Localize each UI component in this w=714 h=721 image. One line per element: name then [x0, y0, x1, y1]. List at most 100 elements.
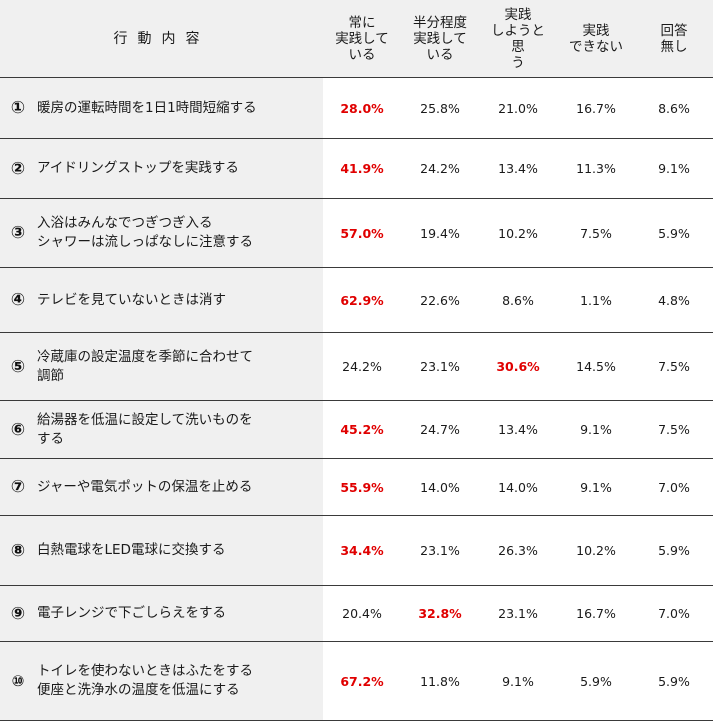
item-number: ⑤ — [10, 356, 26, 377]
action-text-line: する — [37, 430, 64, 447]
header-col-cannot-line: 実践 — [582, 22, 610, 39]
value-cell: 13.4% — [479, 138, 557, 199]
value-cell: 13.4% — [479, 400, 557, 459]
action-text-line: 便座と洗浄水の温度を低温にする — [37, 682, 240, 698]
header-col-noanswer-line: 無し — [660, 38, 688, 55]
header-col-half-line: いる — [426, 46, 454, 63]
value-cell: 67.2% — [323, 641, 401, 721]
action-cell: ⑦ ジャーや電気ポットの保温を止める — [0, 458, 323, 516]
value-cell: 45.2% — [323, 400, 401, 459]
action-text: 給湯器を低温に設定して洗いものを する — [37, 411, 253, 449]
table-row: ② アイドリングストップを実践する 41.9% 24.2% 13.4% 11.3% 9.1% — [0, 138, 713, 199]
value-cell: 19.4% — [401, 198, 479, 268]
value-cell: 7.5% — [557, 198, 635, 268]
action-cell: ① 暖房の運転時間を1日1時間短縮する — [0, 77, 323, 139]
header-col-cannot-line: できない — [569, 38, 623, 55]
value-cell: 16.7% — [557, 585, 635, 642]
value-cell: 34.4% — [323, 515, 401, 586]
value-cell: 5.9% — [635, 515, 713, 586]
value-cell: 62.9% — [323, 267, 401, 333]
header-col-half-line: 実践して — [413, 30, 467, 47]
header-col-noanswer: 回答 無し — [635, 0, 713, 78]
action-text-line: ジャーや電気ポットの保温を止める — [37, 478, 253, 495]
action-cell: ⑩ トイレを使わないときはふたをする 便座と洗浄水の温度を低温にする — [0, 641, 323, 721]
action-text: アイドリングストップを実践する — [37, 159, 239, 178]
value-cell: 14.5% — [557, 332, 635, 401]
item-number: ③ — [10, 223, 26, 243]
value-cell: 28.0% — [323, 77, 401, 139]
value-cell: 22.6% — [401, 267, 479, 333]
value-cell: 23.1% — [401, 332, 479, 401]
value-cell: 10.2% — [557, 515, 635, 586]
action-text: テレビを見ていないときは消す — [37, 291, 226, 310]
header-col-half-line: 半分程度 — [413, 14, 467, 31]
action-text: ジャーや電気ポットの保温を止める — [37, 478, 252, 497]
action-text-line: 調節 — [37, 367, 64, 384]
action-text-line: アイドリングストップを実践する — [37, 160, 239, 176]
value-cell: 5.9% — [635, 641, 713, 721]
item-number: ⑩ — [11, 672, 25, 690]
action-text: 入浴はみんなでつぎつぎ入るシャワーは流しっぱなしに注意する — [37, 214, 253, 252]
table-row: ⑩ トイレを使わないときはふたをする 便座と洗浄水の温度を低温にする 67.2% 11.… — [0, 641, 713, 721]
action-text: 白熱電球をLED電球に交換する — [37, 541, 225, 560]
value-cell: 14.0% — [401, 458, 479, 516]
action-text-line: 暖房の運転時間を1日1時間短縮する — [37, 99, 257, 116]
header-col-always: 常に 実践して いる — [323, 0, 401, 78]
value-cell: 9.1% — [635, 138, 713, 199]
header-col-always-line: 常に — [348, 14, 376, 31]
value-cell: 16.7% — [557, 77, 635, 139]
value-cell: 9.1% — [557, 400, 635, 459]
value-cell: 5.9% — [557, 641, 635, 721]
action-text: トイレを使わないときはふたをする 便座と洗浄水の温度を低温にする — [37, 662, 253, 700]
value-cell: 9.1% — [557, 458, 635, 516]
action-text: 電子レンジで下ごしらえをする — [37, 604, 226, 623]
action-text-line: トイレを使わないときはふたをする — [37, 663, 253, 679]
action-cell: ② アイドリングストップを実践する — [0, 138, 323, 199]
table-row: ⑦ ジャーや電気ポットの保温を止める 55.9% 14.0% 14.0% 9.1% 7.0% — [0, 458, 713, 516]
action-text-line: 入浴はみんなでつぎつぎ入る — [37, 215, 213, 231]
value-cell: 30.6% — [479, 332, 557, 401]
table-row: ③ 入浴はみんなでつぎつぎ入る シャワーは流しっぱなしに注意する 57.0% 19.4%… — [0, 198, 713, 268]
value-cell: 7.5% — [635, 400, 713, 459]
table-row: ⑨ 電子レンジで下ごしらえをする 20.4% 32.8% 23.1% 16.7% 7.0% — [0, 585, 713, 642]
item-number: ⑦ — [10, 477, 26, 497]
value-cell: 8.6% — [479, 267, 557, 333]
value-cell: 32.8% — [401, 585, 479, 642]
item-number: ① — [10, 98, 26, 118]
header-row: 行動内容 常に 実践して いる 半分程度 実践して いる 実践 しようと思 う … — [0, 0, 713, 78]
action-cell: ⑧ 白熱電球をLED電球に交換する — [0, 515, 323, 586]
value-cell: 7.0% — [635, 458, 713, 516]
item-number: ② — [10, 158, 26, 179]
header-action: 行動内容 — [0, 0, 323, 78]
header-col-intend-line: しようと思 — [491, 22, 545, 55]
value-cell: 14.0% — [479, 458, 557, 516]
header-col-intend-line: 実践 — [504, 6, 532, 23]
value-cell: 21.0% — [479, 77, 557, 139]
action-text-line: 電子レンジで下ごしらえをする — [37, 605, 226, 621]
table-row: ⑧ 白熱電球をLED電球に交換する 34.4% 23.1% 26.3% 10.2% 5.9% — [0, 515, 713, 586]
value-cell: 9.1% — [479, 641, 557, 721]
value-cell: 23.1% — [401, 515, 479, 586]
value-cell: 7.0% — [635, 585, 713, 642]
value-cell: 11.3% — [557, 138, 635, 199]
value-cell: 11.8% — [401, 641, 479, 721]
action-text: 暖房の運転時間を1日1時間短縮する — [37, 99, 257, 118]
value-cell: 41.9% — [323, 138, 401, 199]
value-cell: 10.2% — [479, 198, 557, 268]
header-col-intend: 実践 しようと思 う — [479, 0, 557, 78]
action-text-line: 給湯器を低温に設定して洗いものを — [37, 411, 253, 428]
action-text: 冷蔵庫の設定温度を季節に合わせて 調節 — [37, 348, 253, 386]
value-cell: 24.2% — [401, 138, 479, 199]
value-cell: 55.9% — [323, 458, 401, 516]
item-number: ④ — [10, 290, 26, 310]
value-cell: 1.1% — [557, 267, 635, 333]
header-col-intend-line: う — [511, 54, 525, 71]
table-row: ⑥ 給湯器を低温に設定して洗いものを する 45.2% 24.7% 13.4% 9.1% 7.… — [0, 400, 713, 459]
table-row: ⑤ 冷蔵庫の設定温度を季節に合わせて 調節 24.2% 23.1% 30.6% 14.5% 7… — [0, 332, 713, 401]
table-row: ④ テレビを見ていないときは消す 62.9% 22.6% 8.6% 1.1% 4.8% — [0, 267, 713, 333]
value-cell: 25.8% — [401, 77, 479, 139]
action-cell: ⑤ 冷蔵庫の設定温度を季節に合わせて 調節 — [0, 332, 323, 401]
action-cell: ⑥ 給湯器を低温に設定して洗いものを する — [0, 400, 323, 459]
action-text-line: シャワーは流しっぱなしに注意する — [37, 234, 253, 250]
table-row: ① 暖房の運転時間を1日1時間短縮する 28.0% 25.8% 21.0% 16.7% 8.… — [0, 77, 713, 139]
